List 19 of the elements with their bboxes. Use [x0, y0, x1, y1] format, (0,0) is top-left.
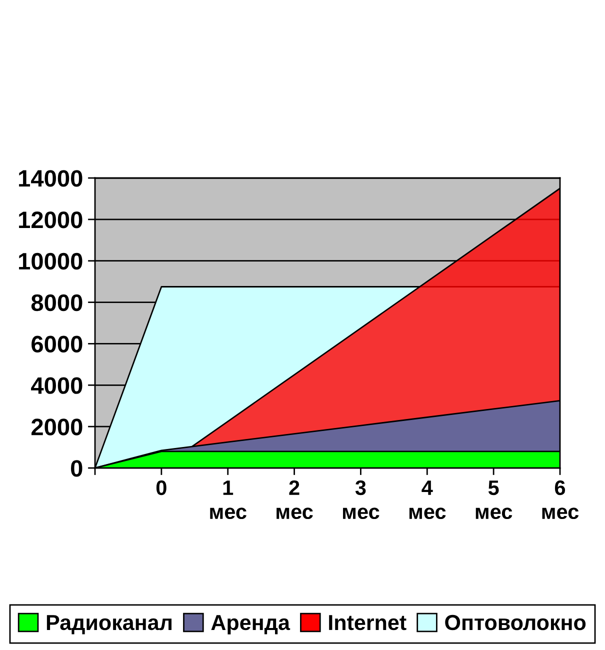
y-tick-label: 6000: [32, 336, 82, 352]
y-tick-label: 4000: [31, 377, 82, 394]
x-tick-label: 6 мес: [542, 480, 579, 520]
x-tick-label: 3 мес: [343, 480, 380, 520]
legend-label: Оптоволокно: [445, 614, 586, 630]
x-tick-label: 5 мес: [476, 480, 512, 520]
legend-label: Аренда: [211, 615, 290, 634]
y-tick-label: 0: [71, 460, 82, 477]
y-tick-label: 12000: [19, 211, 82, 228]
x-tick-label: 0: [156, 480, 166, 496]
x-tick-label: 4 мес: [409, 480, 446, 520]
y-tick-label: 8000: [31, 294, 82, 312]
legend-label: Internet: [329, 615, 406, 630]
y-tick-label: 2000: [31, 418, 82, 436]
y-tick-label: 10000: [19, 252, 82, 270]
x-tick-label: 1 мес: [210, 480, 246, 520]
legend-label: Радиоканал: [46, 615, 172, 634]
y-tick-label: 14000: [19, 170, 82, 187]
x-tick-label: 2 мес: [276, 480, 313, 520]
